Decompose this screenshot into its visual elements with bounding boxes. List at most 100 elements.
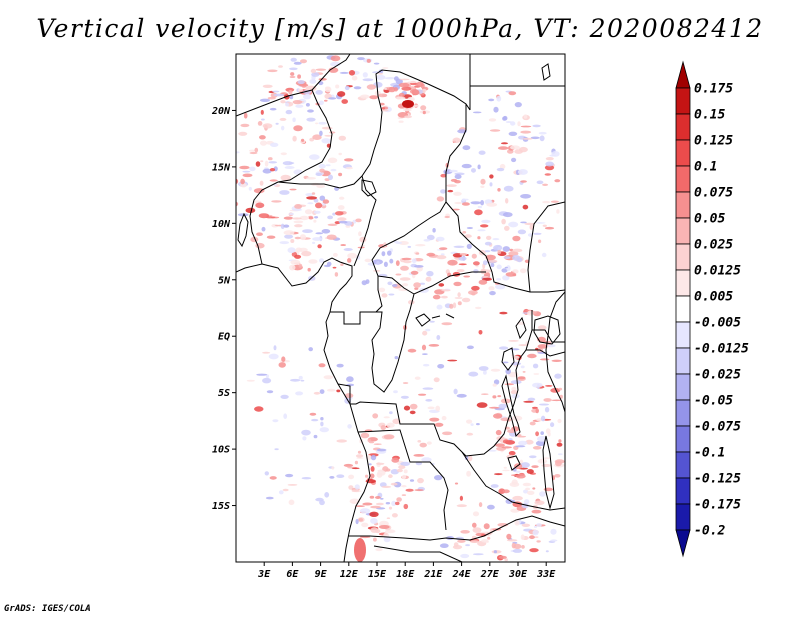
velocity-speckle xyxy=(246,379,255,382)
colorbar-segment xyxy=(675,347,691,375)
velocity-speckle xyxy=(347,258,352,263)
velocity-speckle xyxy=(376,462,385,465)
velocity-speckle xyxy=(527,397,536,401)
velocity-speckle xyxy=(505,198,509,204)
velocity-speckle xyxy=(534,500,545,506)
coastline-west-africa xyxy=(236,257,371,562)
velocity-speckle xyxy=(501,446,512,449)
velocity-speckle xyxy=(242,173,253,178)
velocity-speckle xyxy=(466,345,474,350)
velocity-speckle xyxy=(290,239,295,243)
velocity-speckle xyxy=(461,198,466,202)
velocity-speckle xyxy=(421,457,432,463)
velocity-speckle xyxy=(521,545,525,549)
velocity-speckle xyxy=(515,470,521,473)
velocity-speckle xyxy=(383,434,395,440)
colorbar-segment xyxy=(675,425,691,453)
velocity-speckle xyxy=(538,403,550,406)
velocity-speckle xyxy=(323,375,334,380)
velocity-speckle xyxy=(336,363,344,368)
velocity-speckle xyxy=(483,260,488,266)
velocity-speckle xyxy=(550,200,560,203)
velocity-speckle xyxy=(522,371,526,373)
velocity-speckle xyxy=(497,146,509,150)
velocity-speckle xyxy=(416,81,424,87)
colorbar-label: 0.125 xyxy=(694,134,733,149)
velocity-speckle xyxy=(556,442,563,447)
colorbar-label: 0.005 xyxy=(694,290,733,305)
colorbar-label: 0.1 xyxy=(694,160,717,175)
velocity-speckle xyxy=(242,170,251,173)
velocity-speckle xyxy=(299,83,309,87)
velocity-speckle xyxy=(471,168,476,173)
velocity-speckle xyxy=(537,344,548,349)
velocity-speckle xyxy=(520,180,527,183)
velocity-speckle xyxy=(398,92,405,98)
velocity-speckle xyxy=(382,466,389,472)
velocity-speckle xyxy=(487,504,495,510)
velocity-speckle xyxy=(496,95,502,102)
velocity-speckle xyxy=(271,200,282,203)
velocity-speckle xyxy=(302,436,307,441)
velocity-speckle xyxy=(279,241,290,245)
border-line xyxy=(330,293,415,393)
velocity-speckle xyxy=(327,157,338,164)
velocity-speckle xyxy=(537,458,548,464)
velocity-speckle xyxy=(478,366,489,371)
velocity-speckle xyxy=(517,434,522,437)
lon-label: 15E xyxy=(368,569,387,580)
velocity-speckle xyxy=(262,377,272,384)
velocity-speckle xyxy=(324,178,330,182)
velocity-speckle xyxy=(427,406,435,410)
velocity-speckle xyxy=(558,387,563,391)
velocity-speckle xyxy=(462,145,471,151)
velocity-speckle xyxy=(472,111,482,114)
velocity-speckle xyxy=(385,502,391,505)
velocity-speckle xyxy=(236,178,239,184)
velocity-speckle xyxy=(395,260,400,266)
velocity-speckle xyxy=(289,264,296,271)
velocity-speckle xyxy=(532,124,541,128)
velocity-speckle xyxy=(539,358,550,361)
velocity-speckle xyxy=(297,74,301,79)
velocity-speckle xyxy=(440,189,446,194)
colorbar-label: -0.05 xyxy=(694,394,733,409)
velocity-speckle xyxy=(320,417,324,421)
border-line xyxy=(371,104,467,313)
lon-label: 33E xyxy=(536,569,556,580)
velocity-speckle xyxy=(508,131,518,136)
velocity-speckle xyxy=(536,540,541,543)
velocity-speckle xyxy=(394,356,399,360)
velocity-speckle xyxy=(358,231,362,237)
velocity-speckle xyxy=(409,479,415,482)
velocity-speckle xyxy=(514,463,523,470)
velocity-speckle xyxy=(524,499,530,505)
velocity-speckle xyxy=(380,109,389,112)
velocity-speckle xyxy=(489,406,500,409)
velocity-speckle xyxy=(523,114,528,119)
velocity-speckle xyxy=(463,275,471,278)
velocity-speckle xyxy=(321,138,331,144)
velocity-speckle xyxy=(319,130,323,136)
velocity-speckle xyxy=(398,82,410,88)
velocity-speckle xyxy=(401,257,412,261)
velocity-speckle xyxy=(315,172,323,176)
velocity-speckle xyxy=(351,75,358,81)
velocity-speckle xyxy=(434,422,444,427)
velocity-speckle xyxy=(378,93,388,98)
velocity-speckle xyxy=(502,361,509,364)
velocity-speckle xyxy=(381,251,386,257)
velocity-speckle xyxy=(266,374,269,379)
velocity-speckle xyxy=(260,160,264,163)
velocity-speckle xyxy=(307,109,314,113)
velocity-speckle xyxy=(501,268,508,273)
velocity-speckle xyxy=(320,421,324,427)
velocity-speckle xyxy=(410,270,419,275)
velocity-speckle xyxy=(440,295,448,299)
velocity-speckle xyxy=(481,531,488,534)
velocity-speckle xyxy=(487,536,491,540)
velocity-speckle xyxy=(509,248,514,252)
velocity-speckle xyxy=(533,525,538,528)
velocity-speckle xyxy=(391,513,398,518)
velocity-speckle xyxy=(518,146,528,153)
